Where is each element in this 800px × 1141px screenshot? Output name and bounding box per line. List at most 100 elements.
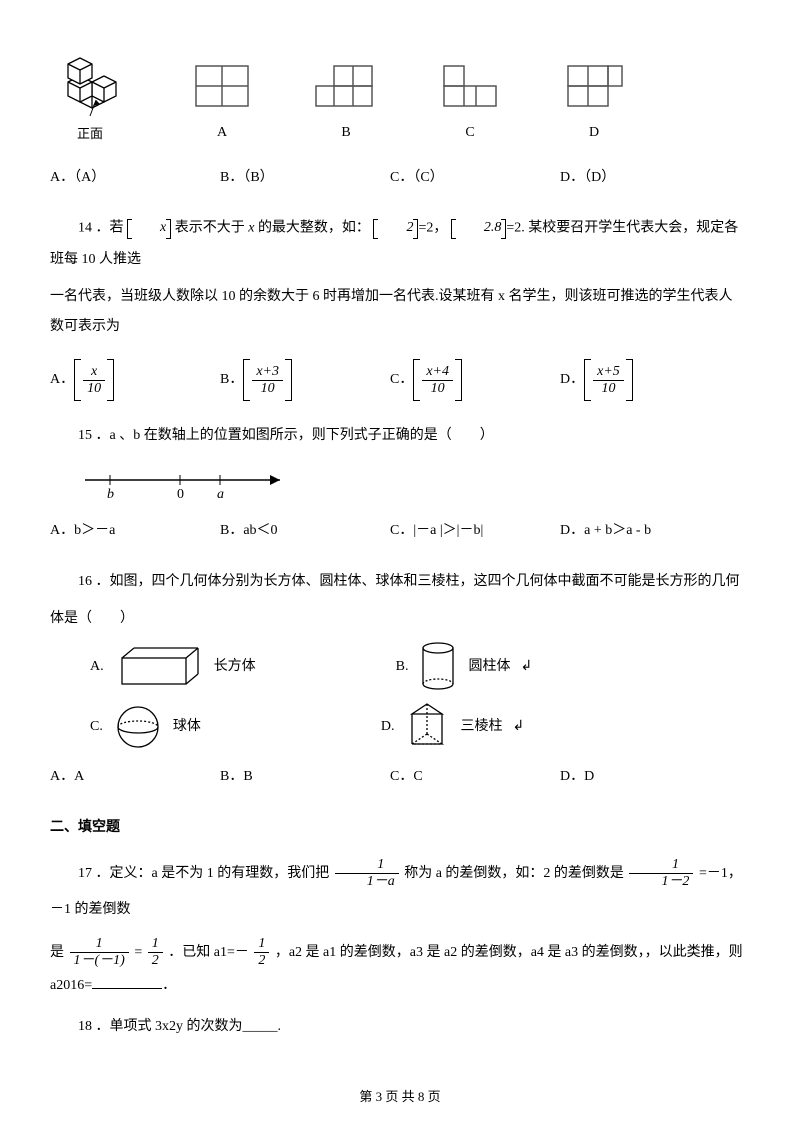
n: 1 <box>254 936 269 953</box>
option-b-fig: B <box>314 62 378 149</box>
frac5: 12 <box>254 936 269 969</box>
v: 2 <box>378 213 413 244</box>
frac2: 11－2 <box>629 857 693 890</box>
q15-c: C．|－a |＞|－b| <box>390 516 560 547</box>
q14-c: C．x+410 <box>390 359 560 401</box>
l: A. <box>90 652 104 683</box>
q13-b: B．（B） <box>220 163 390 194</box>
q13-d: D．（D） <box>560 163 730 194</box>
l: D． <box>560 372 584 387</box>
number-line: b 0 a <box>80 466 750 502</box>
t: =2， <box>418 221 447 236</box>
q14-d: D．x+510 <box>560 359 730 401</box>
geom-row1: A. 长方体 B. 圆柱体 ↲ <box>90 640 750 694</box>
q15-a: A．b＞－a <box>50 516 220 547</box>
prism-item: D. 三棱柱 ↲ <box>381 700 524 754</box>
option-a-fig: A <box>190 62 254 149</box>
q14-line2: 一名代表，当班级人数除以 10 的余数大于 6 时再增加一名代表.设某班有 x … <box>50 282 750 313</box>
zero-label: 0 <box>177 487 184 502</box>
d: 10 <box>83 381 105 397</box>
page-footer: 第 3 页 共 8 页 <box>50 1083 750 1112</box>
l: C. <box>90 712 103 743</box>
b-label: b <box>107 487 114 502</box>
t: ．已知 a1=－ <box>168 945 249 960</box>
br: x10 <box>74 359 114 401</box>
l: C． <box>390 372 413 387</box>
name: 球体 <box>173 712 201 743</box>
n: 1 <box>629 857 693 874</box>
d: 1－(－1) <box>70 953 129 969</box>
t: 是 <box>50 945 64 960</box>
q16-options: A．A B．B C．C D．D <box>50 762 750 793</box>
q15-options: A．b＞－a B．ab＜0 C．|－a |＞|－b| D．a + b＞a - b <box>50 516 750 547</box>
q15-text: 15 ．a 、b 在数轴上的位置如图所示，则下列式子正确的是（ ） <box>50 421 750 452</box>
frac3: 11－(－1) <box>70 936 129 969</box>
sy: x <box>132 213 166 244</box>
isometric-cubes: 正面 <box>50 40 130 149</box>
d: 1－2 <box>629 874 693 890</box>
sphere-item: C. 球体 <box>90 702 201 752</box>
front-label: 正面 <box>50 120 130 149</box>
section-2-title: 二、填空题 <box>50 813 750 844</box>
n: x+4 <box>422 364 453 381</box>
frac1: 11－a <box>335 857 399 890</box>
t: 表示不大于 <box>175 221 245 236</box>
label-b: B <box>314 118 378 149</box>
blank-input[interactable] <box>92 975 162 989</box>
option-c-fig: C <box>438 62 502 149</box>
t: ．若 <box>96 221 124 236</box>
q14-b: B．x+310 <box>220 359 390 401</box>
name: 圆柱体 <box>468 652 510 683</box>
q13-c: C．（C） <box>390 163 560 194</box>
q16-text: 16 ．如图，四个几何体分别为长方体、圆柱体、球体和三棱柱，这四个几何体中截面不… <box>50 567 750 598</box>
cylinder-item: B. 圆柱体 ↲ <box>396 640 533 694</box>
n: 1 <box>335 857 399 874</box>
q17-line3: a2016=． <box>50 971 750 1002</box>
q14-a: A．x10 <box>50 359 220 401</box>
arrow-icon: ↲ <box>512 712 524 743</box>
q13-a: A．（A） <box>50 163 220 194</box>
q16-b: B．B <box>220 762 390 793</box>
q15-b: B．ab＜0 <box>220 516 390 547</box>
t: 17 ．定义：a 是不为 1 的有理数，我们把 <box>78 866 329 881</box>
q15-d: D．a + b＞a - b <box>560 516 730 547</box>
br: x+510 <box>584 359 633 401</box>
frac4: 12 <box>148 936 163 969</box>
br2: 2 <box>373 213 418 244</box>
name: 长方体 <box>214 652 256 683</box>
q14-line3: 数可表示为 <box>50 312 750 343</box>
q14-line1: 14 ．若 x 表示不大于 x 的最大整数，如： 2=2， 2.8=2. 某校要… <box>50 213 750 275</box>
br: x+410 <box>413 359 462 401</box>
q17-line2: 是 11－(－1) = 12 ．已知 a1=－ 12 ，a2 是 a1 的差倒数… <box>50 935 750 971</box>
option-d-fig: D <box>562 62 626 149</box>
n: 1 <box>70 936 129 953</box>
label-d: D <box>562 118 626 149</box>
t: 称为 a 的差倒数，如：2 的差倒数是 <box>404 866 624 881</box>
top-figure-row: 正面 A B C D <box>50 40 750 149</box>
br: x+310 <box>243 359 292 401</box>
q14-num: 14 <box>78 221 92 236</box>
arrow-icon: ↲ <box>520 652 532 683</box>
q16-c: C．C <box>390 762 560 793</box>
l: B． <box>220 372 243 387</box>
t: ，a2 是 a1 的差倒数，a3 是 a2 的差倒数，a4 是 a3 的差倒数，… <box>275 945 743 960</box>
d: 1－a <box>335 874 399 890</box>
d: 2 <box>148 953 163 969</box>
label-a: A <box>190 118 254 149</box>
q16-text2: 体是（ ） <box>50 604 750 635</box>
geom-row2: C. 球体 D. 三棱柱 ↲ <box>90 700 750 754</box>
label-c: C <box>438 118 502 149</box>
q16-d: D．D <box>560 762 730 793</box>
v: 2.8 <box>456 213 502 244</box>
cuboid-item: A. 长方体 <box>90 644 256 690</box>
n: x+5 <box>593 364 624 381</box>
t: ． <box>162 978 176 993</box>
n: 1 <box>148 936 163 953</box>
l: B. <box>396 652 409 683</box>
bracket-x: x <box>127 213 171 244</box>
name: 三棱柱 <box>460 712 502 743</box>
l: D. <box>381 712 395 743</box>
sy: x <box>248 221 254 236</box>
q16-a: A．A <box>50 762 220 793</box>
l: A． <box>50 372 74 387</box>
